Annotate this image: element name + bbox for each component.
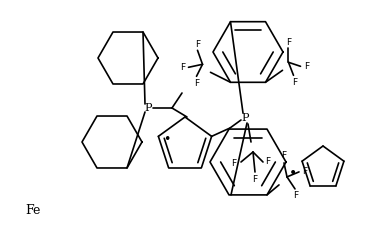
Text: F: F (180, 63, 185, 72)
Text: •: • (289, 166, 297, 180)
Text: P: P (144, 103, 152, 113)
Text: F: F (282, 152, 286, 160)
Text: F: F (194, 79, 199, 88)
Text: P: P (241, 113, 249, 123)
Text: F: F (266, 157, 270, 167)
Text: F: F (304, 62, 309, 71)
Text: Fe: Fe (25, 203, 40, 216)
Text: F: F (292, 78, 297, 87)
Text: F: F (252, 174, 258, 184)
Text: F: F (232, 160, 237, 169)
Text: F: F (294, 191, 298, 200)
Text: F: F (286, 38, 291, 47)
Text: F: F (195, 40, 200, 49)
Text: •: • (163, 134, 171, 147)
Text: F: F (303, 167, 307, 176)
